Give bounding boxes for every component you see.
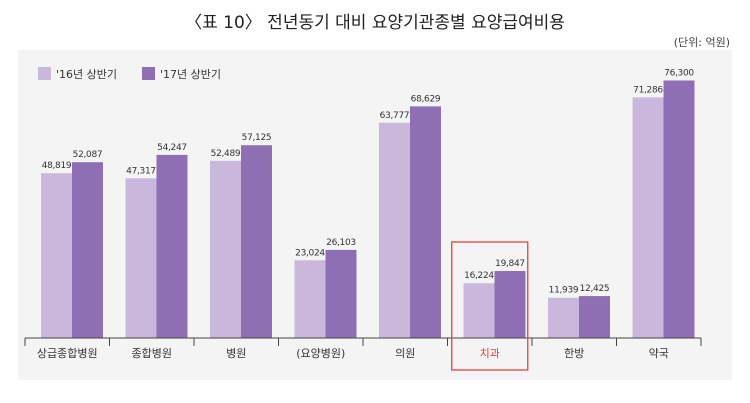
legend: '16년 상반기 '17년 상반기 [38,67,221,81]
value-label-2-1: 52,087 [73,150,103,160]
bar-1-4 [294,260,326,338]
bar-1-2 [125,178,157,338]
value-label-1-1: 48,819 [42,161,72,171]
x-tick-label-7: 한방 [564,347,584,360]
bar-1-3 [210,160,241,338]
x-tick-label-8: 약국 [649,346,669,360]
value-label-1-8: 71,286 [633,85,663,95]
highlight-box [451,241,529,371]
x-axis: 상급종합병원 종합병원 병원 (요양병원) 의원 치과 한방 약국 [24,241,702,371]
bar-1-8 [632,97,664,338]
value-label-2-4: 26,103 [326,238,356,248]
bar-2-7 [579,296,610,338]
x-tick-label-5: 의원 [395,347,415,360]
legend-swatch-1 [38,67,51,80]
bar-2-5 [410,106,441,338]
bar-2-6 [494,271,526,338]
x-tick-label-1: 상급종합병원 [37,347,98,360]
legend-label-2: '17년 상반기 [160,68,221,81]
value-label-2-2: 54,247 [157,143,187,153]
value-label-2-3: 57,125 [242,133,272,143]
value-label-2-6: 19,847 [495,259,525,269]
value-label-1-7: 11,939 [549,286,579,296]
x-tick-label-6: 치과 [480,347,500,360]
unit-label: (단위: 억원) [673,36,730,49]
value-label-1-4: 23,024 [295,248,325,258]
value-label-1-6: 16,224 [464,271,494,281]
value-label-2-8: 76,300 [664,68,694,78]
value-label-1-5: 63,777 [380,111,410,121]
bar-2-4 [325,249,357,338]
bar-2-8 [663,80,695,339]
bar-1-1 [41,173,72,338]
bar-1-7 [548,297,579,338]
value-label-1-3: 52,489 [211,149,241,159]
bar-2-1 [72,162,103,338]
bar-2-3 [241,145,272,338]
bars-group [41,80,695,339]
bar-1-6 [463,283,495,338]
value-label-2-7: 12,425 [580,284,610,294]
chart-title: 〈표 10〉 전년동기 대비 요양기관종별 요양급여비용 [185,13,565,33]
bar-1-5 [379,122,410,338]
legend-label-1: '16년 상반기 [56,68,117,81]
x-tick-label-3: 병원 [226,347,246,360]
value-label-2-5: 68,629 [411,94,441,104]
value-label-1-2: 47,317 [126,166,156,176]
legend-swatch-2 [142,67,155,80]
bar-2-2 [156,154,188,338]
x-tick-label-4: (요양병원) [296,347,345,360]
x-tick-label-2: 종합병원 [132,347,172,360]
